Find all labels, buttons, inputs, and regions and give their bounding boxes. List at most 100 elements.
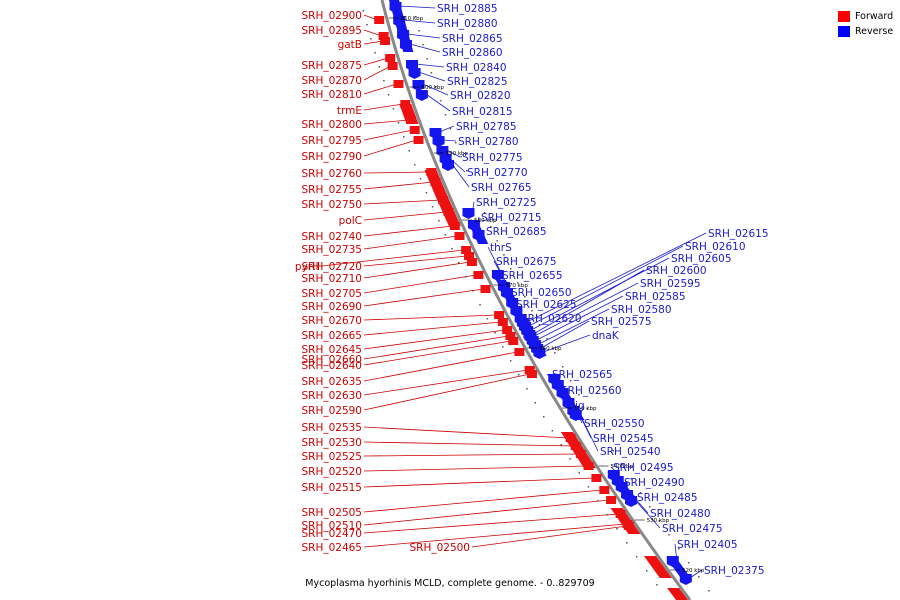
gene-label-srh-02770: SRH_02770 (467, 167, 528, 179)
leader-line (363, 453, 579, 457)
gene-label-srh-02875: SRH_02875 (301, 60, 362, 72)
minor-dot (403, 136, 405, 138)
gene-label-srh-02885: SRH_02885 (437, 3, 498, 15)
leader-line (538, 308, 610, 345)
gene-label-srh-02675: SRH_02675 (496, 256, 557, 268)
leader-line (634, 499, 661, 529)
gene-label-srh-02615: SRH_02615 (708, 228, 769, 240)
gene-label-srh-02630: SRH_02630 (301, 390, 362, 402)
minor-dot (543, 416, 545, 418)
gene-label-srh-02705: SRH_02705 (301, 288, 362, 300)
minor-dot (616, 528, 618, 530)
tick-label: 560 kbp (539, 346, 562, 352)
leader-line (403, 19, 436, 24)
leader-line (363, 523, 626, 548)
forward-gene-block (399, 104, 419, 124)
minor-dot (668, 534, 670, 536)
minor-dot (362, 10, 365, 12)
forward-gene-srh-02735 (454, 232, 465, 240)
minor-dot (635, 556, 638, 558)
gene-label-srh-02795: SRH_02795 (301, 135, 362, 147)
minor-dot (639, 492, 642, 494)
gene-label-thrs: thrS (490, 242, 512, 254)
leader-line (363, 477, 595, 488)
legend-reverse-label: Reverse (855, 26, 894, 37)
forward-gene-srh-02590 (526, 370, 537, 378)
minor-dot (397, 122, 400, 124)
gene-label-srh-02810: SRH_02810 (301, 89, 362, 101)
reverse-gene-srh-02825 (408, 68, 421, 79)
leader-line (363, 181, 434, 190)
forward-gene-srh-02510 (606, 496, 617, 504)
tick-label: 600 kbp (421, 85, 444, 91)
leader-line (451, 163, 470, 188)
forward-gene-block (667, 588, 688, 600)
legend-reverse: Reverse (838, 24, 893, 39)
genome-backbone (380, 0, 692, 600)
reverse-gene-block (469, 226, 489, 244)
forward-gene-srh-02870 (387, 62, 398, 70)
minor-dot (438, 220, 440, 222)
reverse-gene-srh-02820 (412, 80, 425, 91)
minor-dot (449, 128, 452, 130)
leader-line (540, 320, 590, 349)
gene-label-srh-02470: SRH_02470 (301, 528, 362, 540)
forward-gene-srh-02645 (502, 326, 513, 334)
minor-dot (431, 206, 434, 208)
minor-dot (460, 156, 462, 158)
minor-dot (578, 472, 580, 474)
gene-label-srh-02635: SRH_02635 (301, 376, 362, 388)
forward-gene-srh-02710 (466, 258, 477, 266)
leader-line (363, 65, 391, 81)
reverse-gene-block (608, 474, 637, 500)
minor-dot (483, 212, 486, 214)
gene-label-srh-02785: SRH_02785 (456, 121, 517, 133)
tick-label: 550 kbp (574, 406, 597, 412)
tick-label: 590 kbp (446, 151, 469, 157)
leader-line (363, 465, 587, 472)
minor-dot (451, 248, 453, 250)
minor-dot (392, 108, 395, 110)
minor-dot (687, 562, 690, 564)
minor-dot (606, 514, 609, 516)
forward-gene-gatb (380, 37, 391, 45)
gene-label-srh-02670: SRH_02670 (301, 315, 362, 327)
reverse-gene-block (495, 280, 518, 302)
map-caption: Mycoplasma hyorhinis MCLD, complete geno… (305, 578, 595, 589)
leader-line (533, 269, 645, 335)
leader-line (543, 334, 591, 353)
minor-dot (502, 346, 504, 348)
gene-label-srh-02560: SRH_02560 (561, 385, 622, 397)
leader-line (363, 314, 498, 321)
gene-label-srh-02525: SRH_02525 (301, 451, 362, 463)
reverse-gene-block (525, 336, 547, 356)
legend-forward: Forward (838, 9, 893, 24)
minor-dot (464, 276, 467, 278)
reverse-gene-srh-02780 (432, 136, 445, 147)
gene-label-srh-02765: SRH_02765 (471, 182, 532, 194)
gene-label-srh-02740: SRH_02740 (301, 231, 362, 243)
tick-label: 610 kbp (401, 16, 424, 22)
minor-dot (645, 570, 648, 572)
legend: Forward Reverse (838, 9, 893, 39)
minor-dot (503, 254, 505, 256)
forward-gene-srh-02705 (473, 271, 484, 279)
leader-line (363, 274, 477, 294)
gene-label-srh-02610: SRH_02610 (685, 241, 746, 253)
leader-lines (321, 5, 707, 579)
forward-swatch (838, 11, 850, 22)
leader-line (363, 335, 509, 360)
leader-line (363, 369, 528, 396)
minor-dot (621, 464, 623, 466)
minor-dot (612, 450, 614, 452)
leader-line (407, 33, 441, 39)
gene-label-srh-02375: SRH_02375 (704, 565, 765, 577)
leader-line (409, 43, 441, 53)
leader-line (363, 57, 389, 66)
minor-dot (569, 380, 572, 382)
minor-dot (444, 234, 447, 236)
reverse-gene-srh-02815 (415, 90, 428, 101)
gene-label-srh-02535: SRH_02535 (301, 422, 362, 434)
gene-label-srh-02600: SRH_02600 (646, 265, 707, 277)
